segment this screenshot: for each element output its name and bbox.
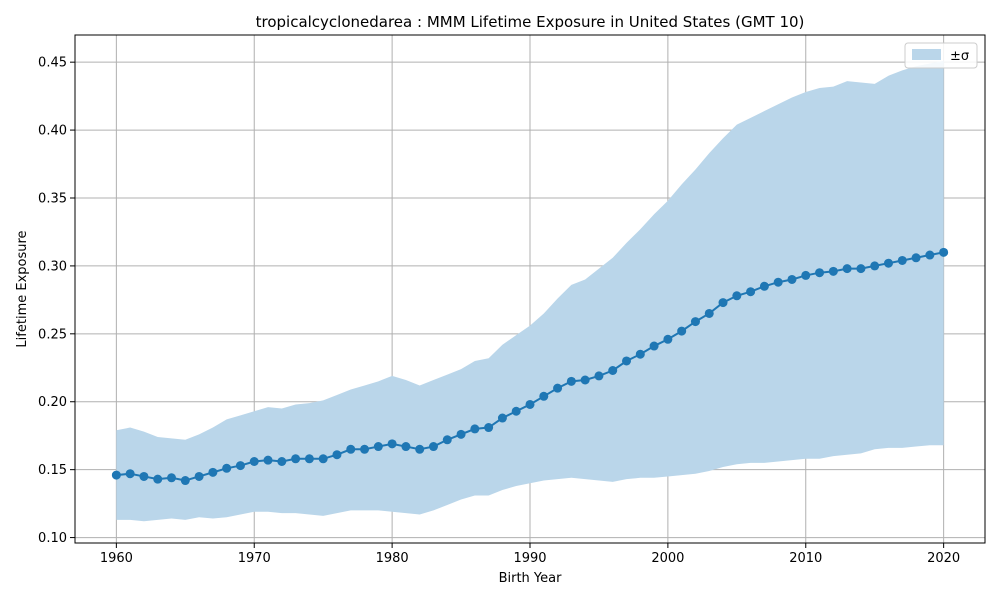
x-tick-label: 2010 [789, 551, 822, 566]
data-point [525, 399, 535, 409]
data-point [690, 317, 700, 327]
x-tick-label: 1990 [513, 551, 546, 566]
x-tick-label: 2000 [651, 551, 684, 566]
data-point [153, 474, 163, 484]
data-point [194, 471, 204, 481]
data-point [387, 439, 397, 449]
data-point [470, 424, 480, 434]
data-point [815, 268, 825, 278]
data-point [704, 308, 714, 318]
y-tick-label: 0.20 [38, 395, 67, 410]
x-tick-label: 1980 [376, 551, 409, 566]
data-point [635, 349, 645, 359]
data-point [304, 454, 314, 464]
x-tick-label: 2020 [927, 551, 960, 566]
data-point [539, 391, 549, 401]
data-point [925, 250, 935, 260]
x-axis: 1960 1970 1980 1990 2000 2010 2020 [100, 543, 960, 566]
data-point [484, 423, 494, 433]
legend-label: ±σ [950, 49, 969, 64]
data-point [663, 334, 673, 344]
mean-points [111, 247, 949, 486]
data-point [718, 298, 728, 308]
data-point [125, 469, 135, 479]
data-point [828, 266, 838, 276]
data-point [622, 356, 632, 366]
data-point [208, 467, 218, 477]
y-axis: 0.10 0.15 0.20 0.25 0.30 0.35 0.40 0.45 [38, 56, 75, 546]
data-point [897, 255, 907, 265]
x-tick-label: 1970 [238, 551, 271, 566]
y-tick-label: 0.40 [38, 124, 67, 139]
data-point [167, 473, 177, 483]
data-point [139, 471, 149, 481]
data-point [263, 455, 273, 465]
data-point [511, 406, 521, 416]
data-point [428, 442, 438, 452]
data-point [360, 444, 370, 454]
chart-title: tropicalcyclonedarea : MMM Lifetime Expo… [256, 13, 805, 31]
data-point [608, 365, 618, 375]
data-point [277, 457, 287, 467]
data-point [346, 444, 356, 454]
data-point [883, 258, 893, 268]
y-axis-label: Lifetime Exposure [15, 230, 30, 347]
data-point [856, 264, 866, 274]
x-axis-label: Birth Year [499, 571, 563, 586]
data-point [235, 461, 245, 471]
data-point [497, 413, 507, 423]
y-tick-label: 0.30 [38, 259, 67, 274]
data-point [787, 274, 797, 284]
data-point [939, 247, 949, 257]
data-point [111, 470, 121, 480]
data-point [911, 253, 921, 263]
data-point [415, 444, 425, 454]
data-point [373, 442, 383, 452]
data-point [401, 442, 411, 452]
data-point [291, 454, 301, 464]
data-point [842, 264, 852, 274]
y-tick-label: 0.15 [38, 463, 67, 478]
data-point [553, 383, 563, 393]
data-point [318, 454, 328, 464]
data-point [759, 281, 769, 291]
x-tick-label: 1960 [100, 551, 133, 566]
data-point [870, 261, 880, 271]
data-point [746, 287, 756, 297]
y-tick-label: 0.25 [38, 327, 67, 342]
y-tick-label: 0.10 [38, 531, 67, 546]
data-point [580, 375, 590, 385]
data-point [456, 429, 466, 439]
data-point [649, 341, 659, 351]
data-point [801, 270, 811, 280]
data-point [773, 277, 783, 287]
data-point [442, 435, 452, 445]
data-point [222, 463, 232, 473]
data-point [594, 371, 604, 381]
legend-swatch [912, 49, 941, 60]
y-tick-label: 0.35 [38, 191, 67, 206]
sigma-band [116, 60, 944, 522]
data-point [249, 457, 259, 467]
data-point [732, 291, 742, 301]
legend: ±σ [904, 42, 978, 69]
data-point [566, 376, 576, 386]
data-point [332, 450, 342, 460]
data-point [677, 326, 687, 336]
y-tick-label: 0.45 [38, 56, 67, 71]
data-point [180, 476, 190, 486]
